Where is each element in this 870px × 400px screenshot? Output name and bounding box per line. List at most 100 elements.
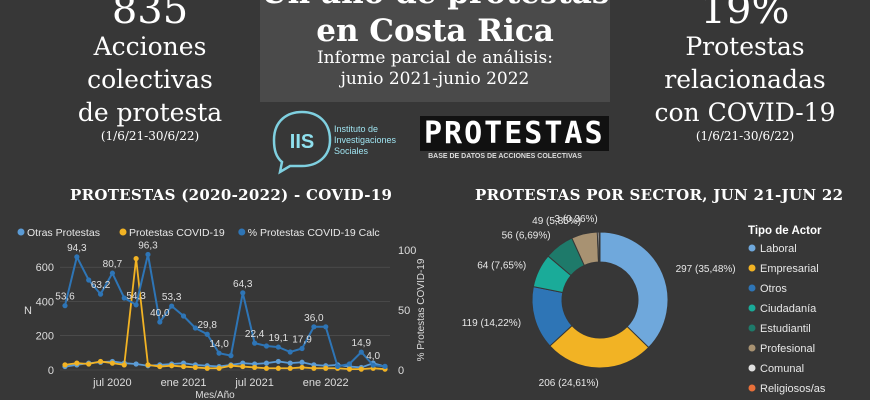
series-point-2	[169, 303, 175, 309]
series-line-0	[64, 360, 386, 369]
donut-chart: 297 (35,48%) 206 (24,61%) 119 (14,22%) 64 (…	[462, 214, 826, 395]
x-axis-label: Mes/Año	[195, 390, 235, 400]
series-point-2	[109, 270, 116, 276]
series-point-0	[287, 360, 293, 366]
slice-label: 56 (6,69%)	[502, 231, 551, 242]
series-point-2	[358, 349, 364, 355]
legend-label: Ciudadanía	[760, 303, 817, 315]
legend-label: Otros	[760, 283, 787, 295]
series-point-2	[62, 303, 68, 309]
series-point-1	[121, 362, 127, 368]
series-point-1	[346, 366, 353, 372]
series-point-2	[192, 325, 198, 331]
legend-marker-2	[238, 228, 246, 236]
data-label: 54,3	[126, 291, 146, 302]
legend-marker	[748, 284, 756, 292]
legend-label: Empresarial	[760, 263, 819, 275]
legend-marker	[748, 244, 756, 252]
series-point-1	[311, 365, 317, 371]
series-point-2	[323, 324, 329, 330]
legend-label: Estudiantil	[760, 323, 811, 335]
series-point-2	[287, 349, 293, 355]
legend-marker	[748, 264, 756, 272]
header-title-box: Un año de protestas en Costa Rica Inform…	[260, 0, 610, 102]
series-point-2	[157, 319, 163, 325]
y-axis-label: N	[24, 305, 32, 317]
series-point-2	[86, 277, 92, 283]
legend-label-1: Protestas COVID-19	[129, 227, 225, 239]
series-point-2	[228, 353, 234, 359]
legend-marker	[748, 344, 756, 352]
legend-label: Profesional	[760, 343, 815, 355]
y-tick-label: 200	[36, 331, 54, 343]
series-point-1	[204, 365, 210, 371]
data-label: 40,0	[150, 308, 170, 319]
slice-label: 64 (7,65%)	[477, 260, 526, 271]
donut-slice-religiososas	[598, 231, 601, 263]
protestas-logo-subtitle: BASE DE DATOS DE ACCIONES COLECTIVAS	[428, 153, 582, 160]
legend-label: Religiosos/as	[760, 383, 826, 395]
series-line-1	[64, 258, 386, 371]
header-subtitle-line-1: Informe parcial de análisis:	[316, 48, 554, 68]
data-label: 94,3	[67, 243, 87, 254]
covid-share-range: (1/6/21-30/6/22)	[695, 129, 795, 143]
data-label: 17,9	[292, 335, 312, 346]
series-point-1	[180, 363, 187, 370]
y-tick-label: 600	[36, 262, 54, 274]
iis-logo-line-1: Instituto de	[334, 124, 378, 134]
slice-label: 3 (0,36%)	[554, 214, 597, 225]
series-point-2	[252, 340, 258, 346]
series-point-1	[216, 365, 222, 371]
series-point-1	[275, 365, 281, 371]
series-point-2	[133, 302, 139, 308]
series-point-0	[299, 359, 305, 365]
series-point-2	[311, 324, 317, 330]
total-protests-line-3: de protesta	[77, 98, 223, 127]
header-subtitle-line-2: junio 2021-junio 2022	[340, 69, 530, 89]
data-label: 96,3	[138, 240, 158, 251]
series-point-2	[97, 291, 104, 297]
iis-logo-mark: IIS	[290, 131, 314, 153]
legend-marker	[748, 384, 756, 392]
series-point-1	[323, 365, 329, 371]
series-point-0	[133, 361, 139, 367]
series-point-1	[240, 363, 246, 370]
series-point-0	[263, 360, 270, 366]
line-chart-title: PROTESTAS (2020-2022) - COVID-19	[70, 186, 393, 204]
series-point-1	[74, 360, 80, 366]
total-protests-stat: 835 Acciones colectivas de protesta (1/6…	[60, 0, 240, 143]
protestas-logo-text: PROTESTAS	[420, 116, 609, 151]
total-protests-range: (1/6/21-30/6/22)	[100, 129, 200, 143]
series-point-0	[275, 358, 281, 365]
slice-label: 49 (5,85%)	[532, 216, 581, 227]
series-point-2	[121, 295, 127, 301]
y2-tick-label: 100	[398, 245, 416, 257]
data-label: 53,6	[55, 292, 75, 303]
legend-label-0: Otras Protestas	[27, 227, 100, 239]
series-point-2	[382, 363, 388, 369]
series-point-1	[358, 366, 364, 372]
covid-share-line-3: con COVID-19	[654, 98, 836, 127]
series-point-1	[133, 255, 139, 262]
series-point-2	[370, 362, 376, 368]
series-point-2	[180, 313, 187, 319]
data-label: 80,7	[103, 259, 123, 270]
legend-marker-0	[17, 228, 25, 236]
donut-slice-laboral	[599, 231, 669, 349]
series-point-1	[62, 362, 68, 368]
series-point-1	[109, 360, 116, 366]
x-tick-label: jul 2021	[234, 377, 274, 389]
protestas-logo: PROTESTAS BASE DE DATOS DE ACCIONES COLE…	[420, 116, 609, 165]
legend-marker-1	[119, 228, 127, 236]
series-point-1	[86, 361, 92, 367]
series-point-2	[346, 361, 353, 367]
slice-label: 119 (14,22%)	[462, 318, 521, 329]
iis-logo-line-2: Investigaciones	[334, 135, 397, 145]
x-tick-label: ene 2021	[161, 377, 207, 389]
series-point-2	[263, 343, 270, 349]
legend-label-2: % Protestas COVID-19 Calc	[248, 227, 380, 239]
total-protests-line-2: colectivas	[87, 65, 213, 94]
y-tick-label: 0	[48, 365, 54, 377]
legend-marker	[748, 364, 756, 372]
legend-marker	[748, 324, 756, 332]
